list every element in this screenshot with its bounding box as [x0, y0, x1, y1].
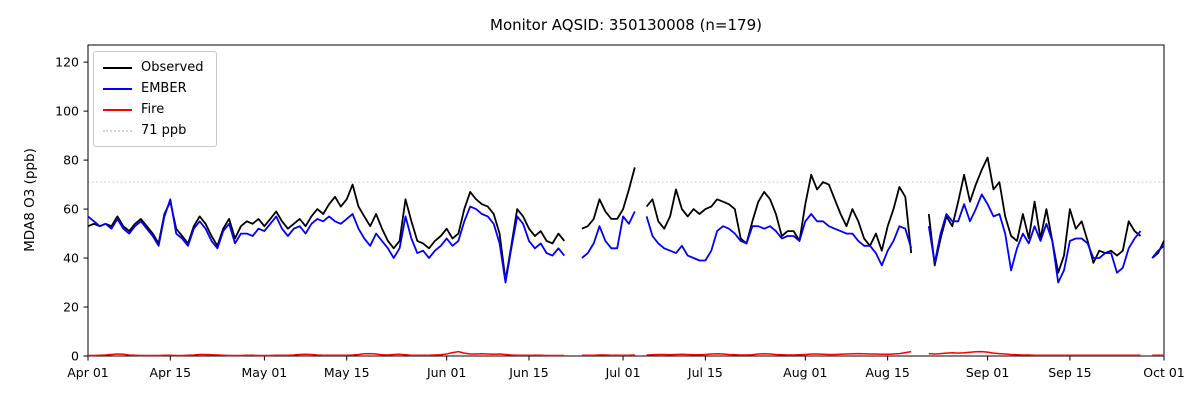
x-axis: Apr 01 Apr 15 May 01 May 15 Jun 01 Jun 15 Jul …	[67, 356, 1185, 380]
x-tick-label: Jun 15	[508, 365, 548, 380]
legend: Observed EMBER Fire 71 ppb	[93, 51, 217, 147]
legend-item-threshold: 71 ppb	[103, 120, 204, 141]
series-line-observed	[87, 156, 1165, 281]
x-tick-label: Aug 15	[866, 365, 910, 380]
x-tick-label: May 01	[242, 365, 288, 380]
y-tick-label: 20	[63, 300, 79, 315]
y-tick-label: 40	[63, 251, 79, 266]
ember-line-swatch	[103, 87, 132, 90]
chart-title: Monitor AQSID: 350130008 (n=179)	[490, 16, 762, 34]
y-tick-label: 100	[55, 104, 79, 119]
x-tick-label: Jul 15	[687, 365, 723, 380]
y-tick-label: 60	[63, 202, 79, 217]
x-tick-label: Sep 01	[966, 365, 1009, 380]
x-tick-label: Apr 01	[67, 365, 109, 380]
x-tick-label: Oct 01	[1143, 365, 1185, 380]
legend-label-fire: Fire	[141, 102, 165, 117]
x-tick-label: Sep 15	[1048, 365, 1091, 380]
observed-line-swatch	[103, 66, 132, 69]
y-axis: 0 20 40 60 80 100 120	[55, 55, 88, 364]
legend-label-ember: EMBER	[141, 81, 187, 96]
legend-label-threshold: 71 ppb	[141, 123, 187, 138]
series-line-fire	[88, 350, 1164, 357]
x-tick-label: Apr 15	[150, 365, 192, 380]
y-tick-label: 120	[55, 55, 79, 70]
x-tick-label: Aug 01	[783, 365, 827, 380]
y-tick-label: 80	[63, 153, 79, 168]
legend-item-fire: Fire	[103, 99, 204, 120]
threshold-line-swatch	[103, 129, 132, 132]
x-tick-label: Jun 01	[426, 365, 466, 380]
series-line-ember	[87, 193, 1165, 284]
legend-item-ember: EMBER	[103, 78, 204, 99]
fire-line-swatch	[103, 108, 132, 111]
y-tick-label: 0	[71, 349, 79, 364]
x-tick-label: May 15	[324, 365, 370, 380]
legend-label-observed: Observed	[141, 60, 204, 75]
x-tick-label: Jul 01	[605, 365, 641, 380]
legend-item-observed: Observed	[103, 57, 204, 78]
